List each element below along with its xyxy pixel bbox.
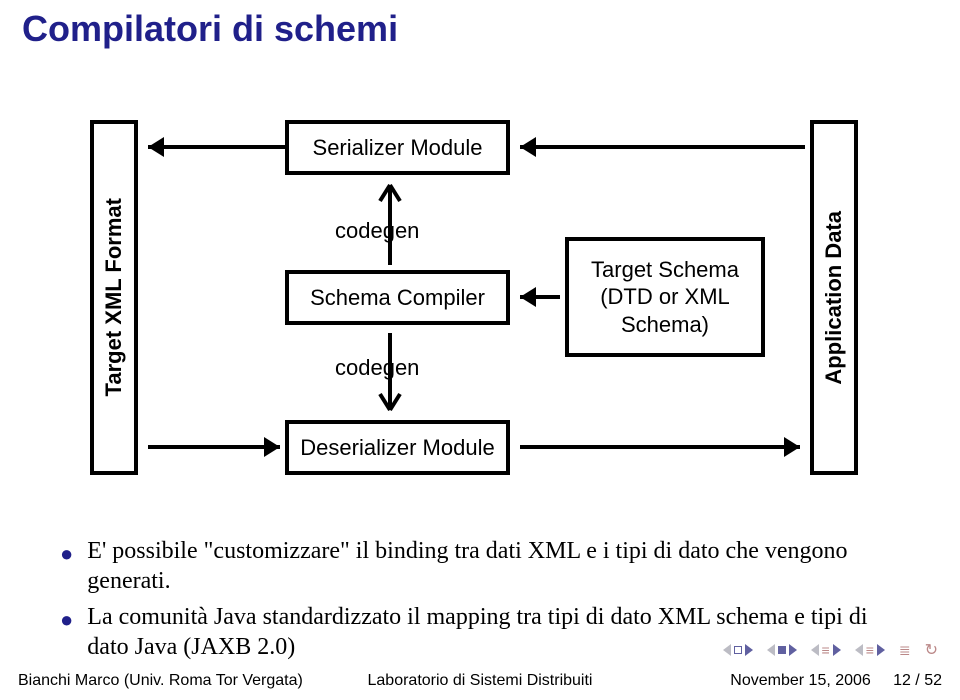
bullet-item: ● E' possibile "customizzare" il binding … bbox=[60, 536, 900, 596]
subsection-icon[interactable] bbox=[778, 646, 786, 654]
bullet-text: E' possibile "customizzare" il binding t… bbox=[87, 536, 900, 596]
goto-end-icon[interactable]: ≣ bbox=[899, 642, 911, 659]
nav-controls: ≡ ≡ ≣ ↻ bbox=[723, 640, 938, 660]
next-eq-icon[interactable] bbox=[833, 644, 841, 656]
next-sub-icon[interactable] bbox=[789, 644, 797, 656]
next-icon[interactable] bbox=[745, 644, 753, 656]
node-right_vert: Application Data bbox=[810, 120, 858, 475]
label-codegen_top: codegen bbox=[335, 218, 419, 244]
node-compiler: Schema Compiler bbox=[285, 270, 510, 325]
node-target: Target Schema (DTD or XML Schema) bbox=[565, 237, 765, 357]
node-serializer: Serializer Module bbox=[285, 120, 510, 175]
slide: Compilatori di schemi Target XML Format A… bbox=[0, 0, 960, 700]
section-icon[interactable] bbox=[734, 646, 742, 654]
label-codegen_bottom: codegen bbox=[335, 355, 419, 381]
page-title: Compilatori di schemi bbox=[22, 8, 398, 50]
frame-icon: ≡ bbox=[866, 642, 874, 658]
prev-icon[interactable] bbox=[723, 644, 731, 656]
architecture-diagram: Target XML Format Application Data Seriali… bbox=[90, 90, 870, 510]
prev-sub-icon[interactable] bbox=[767, 644, 775, 656]
prev-eq-icon[interactable] bbox=[811, 644, 819, 656]
footer-center: Laboratorio di Sistemi Distribuiti bbox=[0, 672, 960, 690]
footer: Bianchi Marco (Univ. Roma Tor Vergata) L… bbox=[0, 672, 960, 690]
bullet-dot-icon: ● bbox=[60, 606, 73, 634]
eq-icon: ≡ bbox=[822, 642, 830, 658]
node-deserializer: Deserializer Module bbox=[285, 420, 510, 475]
prev-frame-icon[interactable] bbox=[855, 644, 863, 656]
node-left_vert: Target XML Format bbox=[90, 120, 138, 475]
refresh-icon[interactable]: ↻ bbox=[925, 640, 938, 660]
next-frame-icon[interactable] bbox=[877, 644, 885, 656]
bullet-dot-icon: ● bbox=[60, 540, 73, 568]
